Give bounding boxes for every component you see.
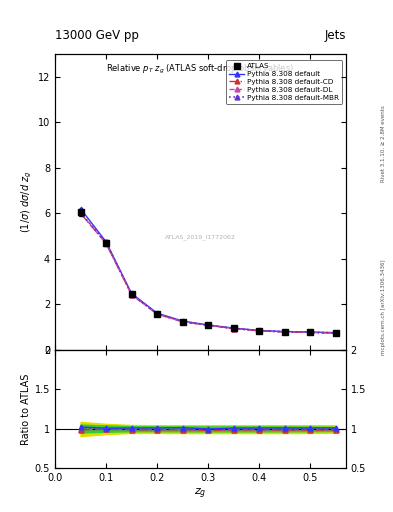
Text: Relative $p_{T}$ $z_{g}$ (ATLAS soft-drop observables): Relative $p_{T}$ $z_{g}$ (ATLAS soft-dro…: [107, 62, 294, 76]
Text: Rivet 3.1.10, ≥ 2.8M events: Rivet 3.1.10, ≥ 2.8M events: [381, 105, 386, 182]
Text: mcplots.cern.ch [arXiv:1306.3436]: mcplots.cern.ch [arXiv:1306.3436]: [381, 260, 386, 355]
Y-axis label: Ratio to ATLAS: Ratio to ATLAS: [20, 374, 31, 445]
Text: ATLAS_2019_I1772062: ATLAS_2019_I1772062: [165, 234, 236, 240]
Text: Jets: Jets: [324, 29, 346, 42]
Text: 13000 GeV pp: 13000 GeV pp: [55, 29, 139, 42]
Y-axis label: $(1/\sigma)$ $d\sigma/d$ $z_g$: $(1/\sigma)$ $d\sigma/d$ $z_g$: [19, 170, 34, 233]
X-axis label: $z_{g}$: $z_{g}$: [194, 486, 207, 501]
Legend: ATLAS, Pythia 8.308 default, Pythia 8.308 default-CD, Pythia 8.308 default-DL, P: ATLAS, Pythia 8.308 default, Pythia 8.30…: [226, 60, 342, 103]
